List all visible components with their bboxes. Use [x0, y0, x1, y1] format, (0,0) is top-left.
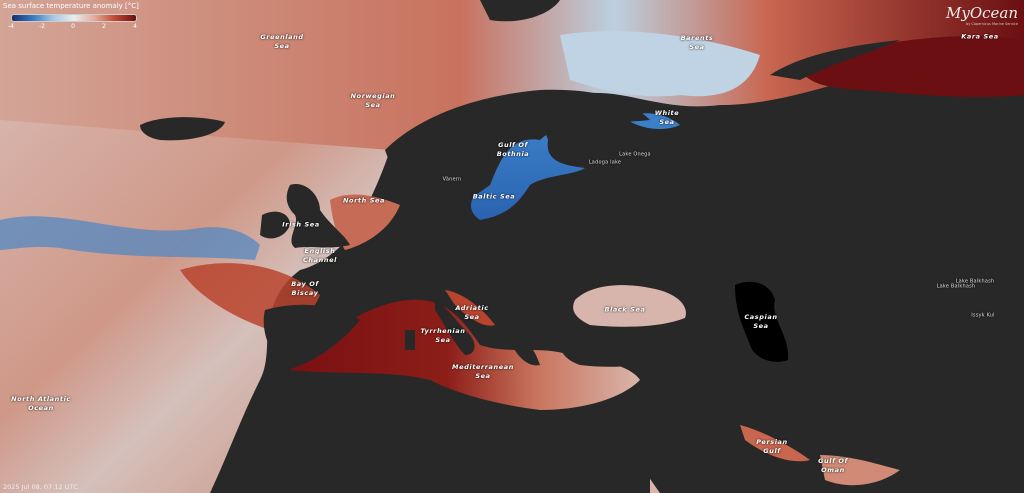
iberia: [263, 304, 360, 370]
colorbar-tick: -2: [39, 23, 45, 30]
map-label: Baltic Sea: [472, 192, 516, 201]
colorbar-tick: 0: [71, 23, 75, 30]
map-label: White Sea: [654, 109, 680, 126]
svalbard: [480, 0, 560, 22]
logo-subtitle: by Copernicus Marine Service: [965, 22, 1018, 26]
map-label: North Sea: [343, 196, 385, 205]
map-label: Bay Of Biscay: [291, 280, 319, 297]
sardinia: [405, 330, 415, 350]
italy: [435, 300, 475, 355]
legend-title: Sea surface temperature anomaly [°C]: [3, 2, 139, 10]
map-label: Vänern: [442, 176, 462, 183]
logo-text: MyOcean: [945, 4, 1018, 22]
myocean-logo[interactable]: MyOcean by Copernicus Marine Service: [946, 4, 1018, 26]
map-label: Norwegian Sea: [350, 92, 396, 109]
novaya-zemlya: [770, 40, 900, 80]
atlantic-ocean: [0, 120, 390, 493]
map-label: Lake Balkhash: [955, 278, 995, 285]
timestamp: 2025 Jul 08, 07:12 UTC: [3, 483, 78, 491]
colorbar-legend: Sea surface temperature anomaly [°C] -4 …: [3, 2, 153, 31]
map-label: Gulf Of Bothnia: [496, 141, 530, 158]
map-label: Persian Gulf: [756, 438, 788, 455]
colorbar-ticks: -4 -2 0 2 4: [8, 22, 137, 31]
great-britain: [286, 184, 350, 248]
north-africa: [240, 385, 650, 493]
map-label: Lake Onega: [619, 151, 651, 158]
map-label: Irish Sea: [282, 220, 320, 229]
anatolia: [559, 334, 690, 367]
map-label: English Channel: [303, 247, 337, 264]
arctic-ocean: [0, 0, 1024, 170]
scandinavia: [385, 89, 650, 215]
gulf-of-oman: [820, 455, 900, 486]
colorbar-tick: 2: [102, 23, 106, 30]
map-label: Gulf Of Oman: [818, 457, 848, 474]
map-label: North Atlantic Ocean: [11, 395, 71, 412]
map-label: Kara Sea: [961, 32, 999, 41]
north-sea-warm: [330, 194, 400, 250]
cold-band: [0, 216, 260, 260]
greece: [510, 330, 540, 366]
colorbar-tick: -4: [8, 23, 14, 30]
map-label: Tyrrhenian Sea: [420, 327, 466, 344]
map-label: Mediterranean Sea: [452, 363, 514, 380]
map-label: Ladoga lake: [588, 159, 622, 166]
barents-sea: [560, 31, 760, 97]
map-label: Adriatic Sea: [455, 304, 489, 321]
map-label: Greenland Sea: [260, 33, 304, 50]
caspian-sea: [735, 281, 789, 362]
map-label: Caspian Sea: [744, 313, 778, 330]
adriatic-sea: [445, 290, 495, 326]
persian-gulf: [740, 425, 810, 462]
map-label: Lake Balkhash: [936, 283, 976, 290]
colorbar: [11, 14, 137, 22]
map-label: Issyk Kul: [971, 312, 995, 319]
ireland: [260, 211, 290, 239]
iceland: [140, 117, 225, 141]
colorbar-tick: 4: [133, 23, 137, 30]
map-label: Black Sea: [604, 305, 646, 314]
land-masses: [140, 0, 900, 493]
black-sea: [573, 285, 686, 327]
map-label: Barents Sea: [680, 34, 714, 51]
